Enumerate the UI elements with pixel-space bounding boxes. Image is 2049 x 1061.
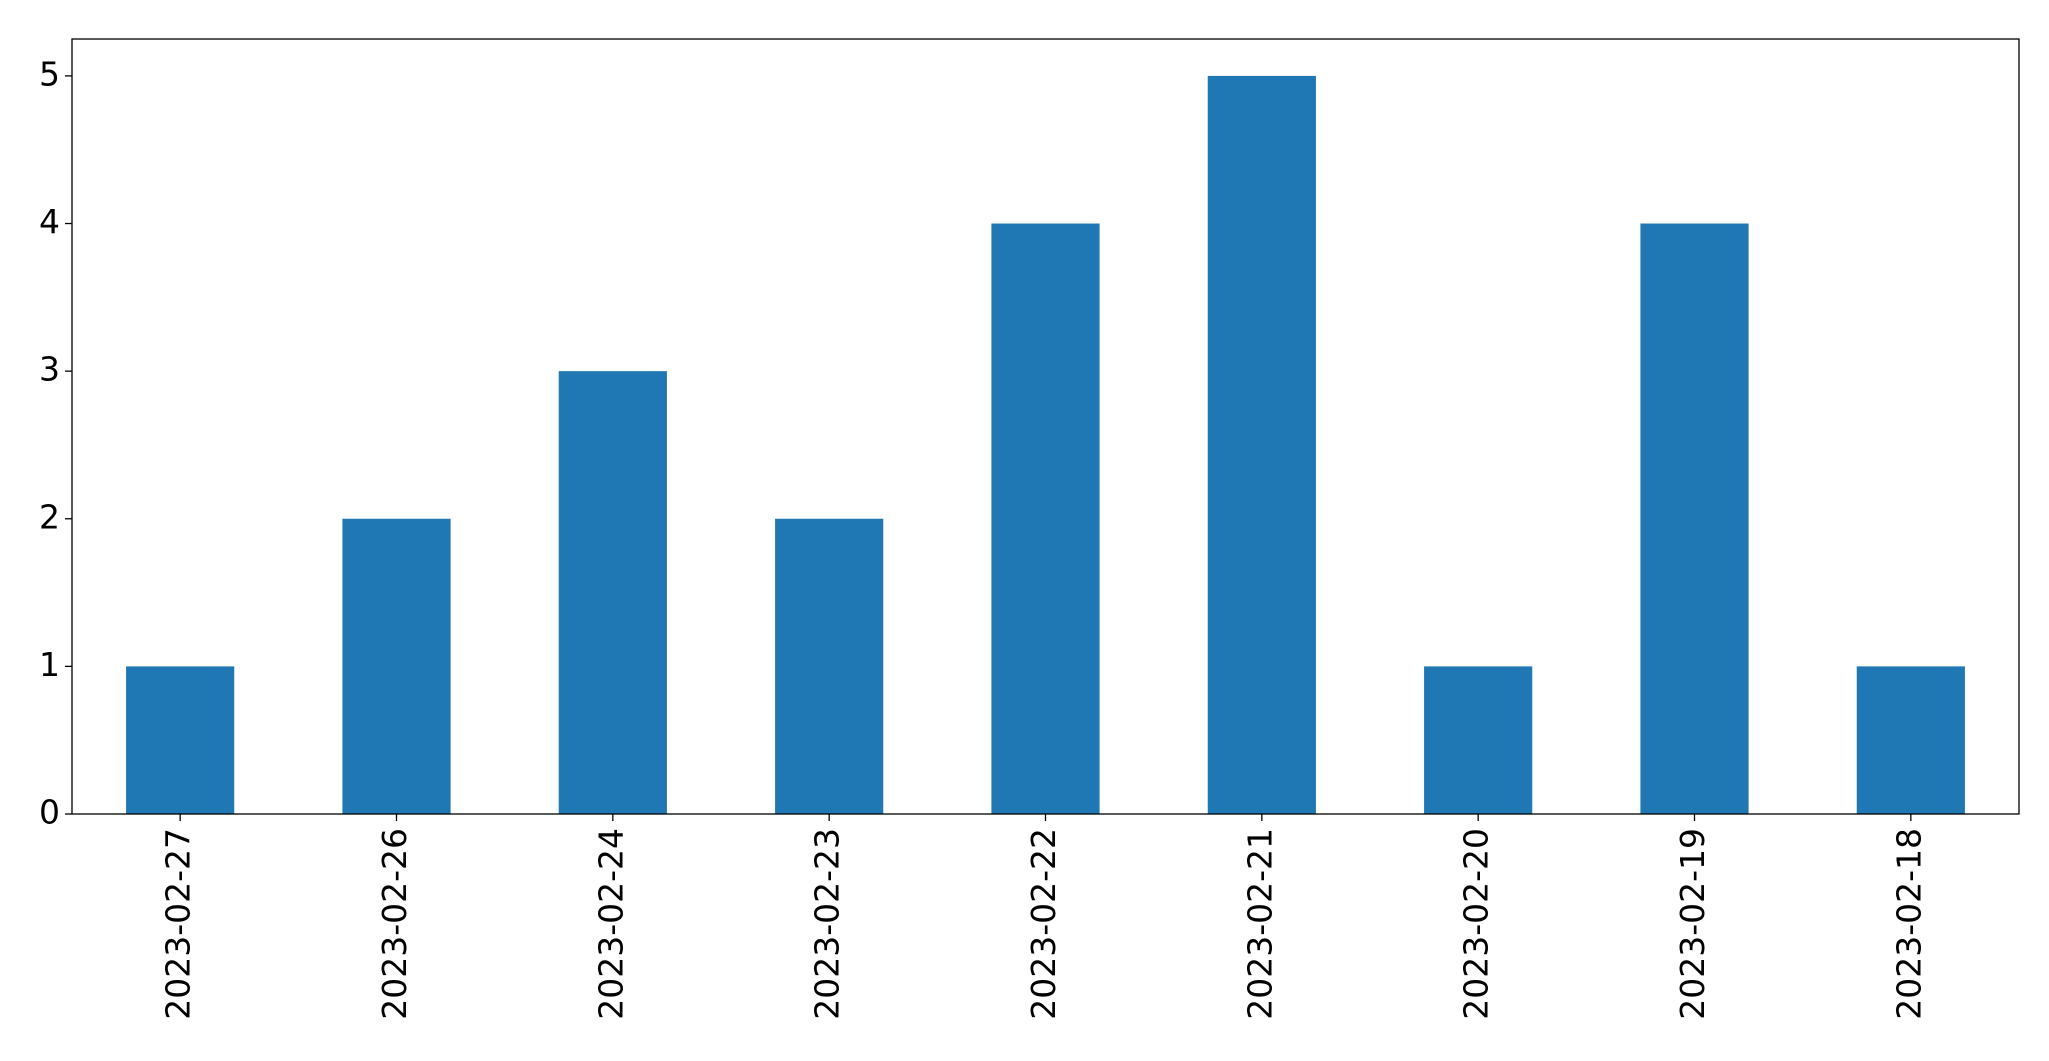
y-tick-label: 5 <box>39 54 60 93</box>
x-tick-label: 2023-02-26 <box>375 828 414 1020</box>
bar <box>1207 75 1316 814</box>
bar <box>991 223 1100 814</box>
bar <box>1856 666 1965 814</box>
bar <box>342 518 451 814</box>
y-tick-label: 4 <box>39 202 60 241</box>
y-tick-label: 2 <box>39 497 60 536</box>
x-tick-label: 2023-02-22 <box>1024 828 1063 1020</box>
bar <box>1640 223 1749 814</box>
x-tick-label: 2023-02-20 <box>1457 828 1496 1020</box>
x-tick-label: 2023-02-24 <box>591 828 630 1020</box>
y-tick-label: 1 <box>39 645 60 684</box>
x-tick-label: 2023-02-18 <box>1889 828 1928 1020</box>
x-tick-label: 2023-02-23 <box>808 828 847 1020</box>
bar <box>1424 666 1533 814</box>
bar <box>775 518 884 814</box>
x-tick-label: 2023-02-27 <box>159 828 198 1020</box>
x-tick-label: 2023-02-21 <box>1240 828 1279 1020</box>
y-tick-label: 0 <box>39 793 60 832</box>
x-tick-label: 2023-02-19 <box>1673 828 1712 1020</box>
bar <box>558 371 667 814</box>
bar <box>126 666 235 814</box>
y-tick-label: 3 <box>39 350 60 389</box>
axes-frame <box>71 38 2020 815</box>
